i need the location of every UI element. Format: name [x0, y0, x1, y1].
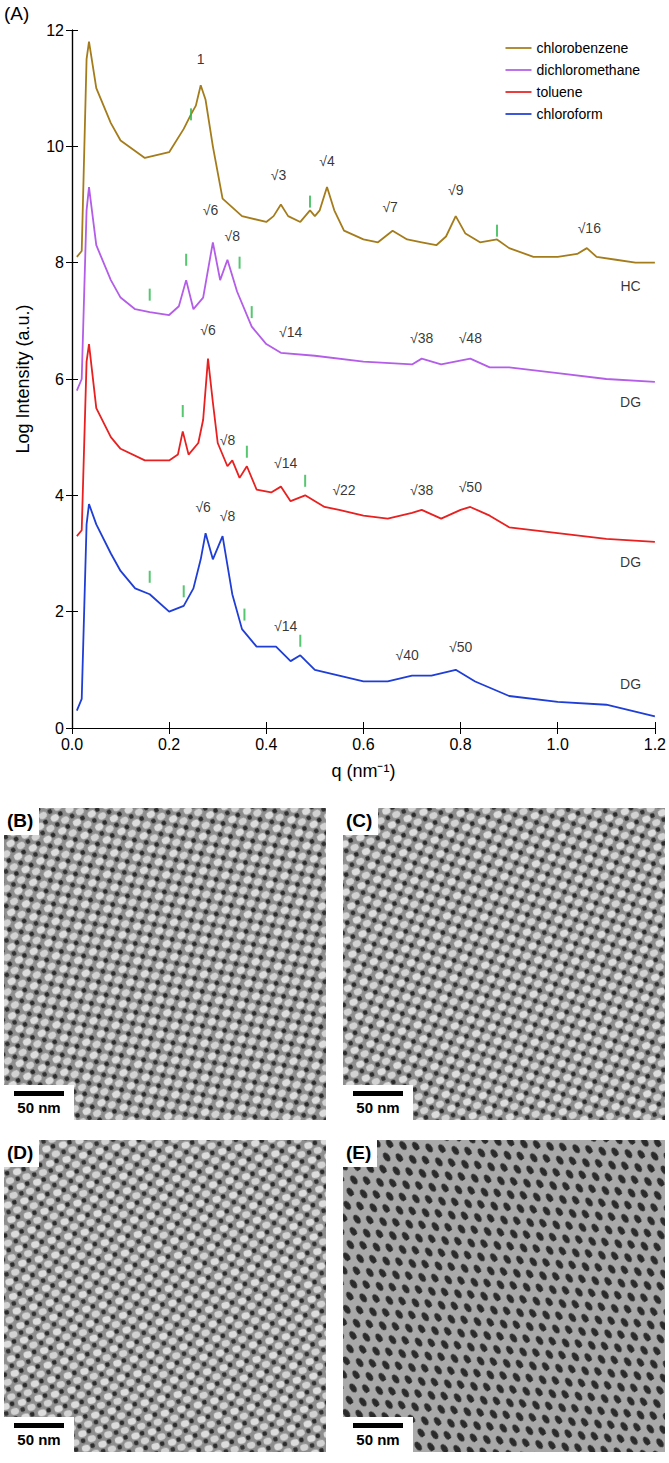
svg-text:chloroform: chloroform: [536, 106, 602, 122]
html-text:50 nm: 50 nm: [356, 1431, 400, 1448]
svg-text:1.2: 1.2: [644, 736, 666, 753]
svg-text:chlorobenzene: chlorobenzene: [536, 40, 628, 56]
svg-text:√14: √14: [274, 455, 297, 471]
svg-text:0: 0: [55, 720, 64, 737]
svg-text:1: 1: [197, 51, 205, 67]
svg-text:√14: √14: [279, 324, 302, 340]
svg-text:8: 8: [55, 254, 64, 271]
svg-text:0.0: 0.0: [61, 736, 83, 753]
svg-text:DG: DG: [620, 394, 641, 410]
svg-text:q (nm⁻¹): q (nm⁻¹): [331, 761, 395, 781]
html-text:(B): (B): [7, 810, 34, 831]
html-text:(E): (E): [346, 1142, 372, 1163]
svg-text:√16: √16: [578, 220, 601, 236]
svg-text:12: 12: [46, 22, 64, 39]
html-text:(D): (D): [7, 1142, 34, 1163]
svg-text:0.6: 0.6: [352, 736, 374, 753]
svg-text:√7: √7: [382, 199, 398, 215]
svg-text:Log Intensity (a.u.): Log Intensity (a.u.): [13, 304, 33, 453]
html-text:50 nm: 50 nm: [17, 1099, 61, 1116]
svg-text:√8: √8: [220, 432, 236, 448]
svg-text:√40: √40: [396, 647, 419, 663]
svg-text:(A): (A): [4, 3, 29, 24]
svg-text:√48: √48: [459, 330, 482, 346]
svg-text:√22: √22: [332, 482, 355, 498]
svg-text:DG: DG: [620, 554, 641, 570]
svg-text:√38: √38: [410, 482, 433, 498]
svg-text:4: 4: [55, 487, 64, 504]
svg-text:√50: √50: [459, 479, 482, 495]
svg-text:√6: √6: [200, 322, 216, 338]
svg-text:0.4: 0.4: [255, 736, 277, 753]
svg-text:2: 2: [55, 603, 64, 620]
svg-text:HC: HC: [620, 278, 640, 294]
svg-text:√50: √50: [449, 639, 472, 655]
svg-text:0.8: 0.8: [449, 736, 471, 753]
svg-text:1.0: 1.0: [547, 736, 569, 753]
svg-text:√8: √8: [225, 228, 241, 244]
svg-text:√38: √38: [410, 330, 433, 346]
svg-text:√4: √4: [319, 153, 335, 169]
svg-text:√9: √9: [448, 182, 464, 198]
svg-text:dichloromethane: dichloromethane: [536, 62, 640, 78]
svg-text:√6: √6: [195, 499, 211, 515]
svg-text:10: 10: [46, 138, 64, 155]
svg-text:√3: √3: [271, 167, 287, 183]
svg-text:6: 6: [55, 371, 64, 388]
svg-text:toluene: toluene: [536, 84, 582, 100]
svg-text:DG: DG: [620, 676, 641, 692]
svg-text:√6: √6: [203, 202, 219, 218]
html-text:50 nm: 50 nm: [17, 1431, 61, 1448]
svg-text:√14: √14: [274, 618, 297, 634]
html-text:50 nm: 50 nm: [356, 1099, 400, 1116]
svg-text:0.2: 0.2: [158, 736, 180, 753]
html-text:(C): (C): [346, 810, 373, 831]
svg-text:√8: √8: [220, 508, 236, 524]
